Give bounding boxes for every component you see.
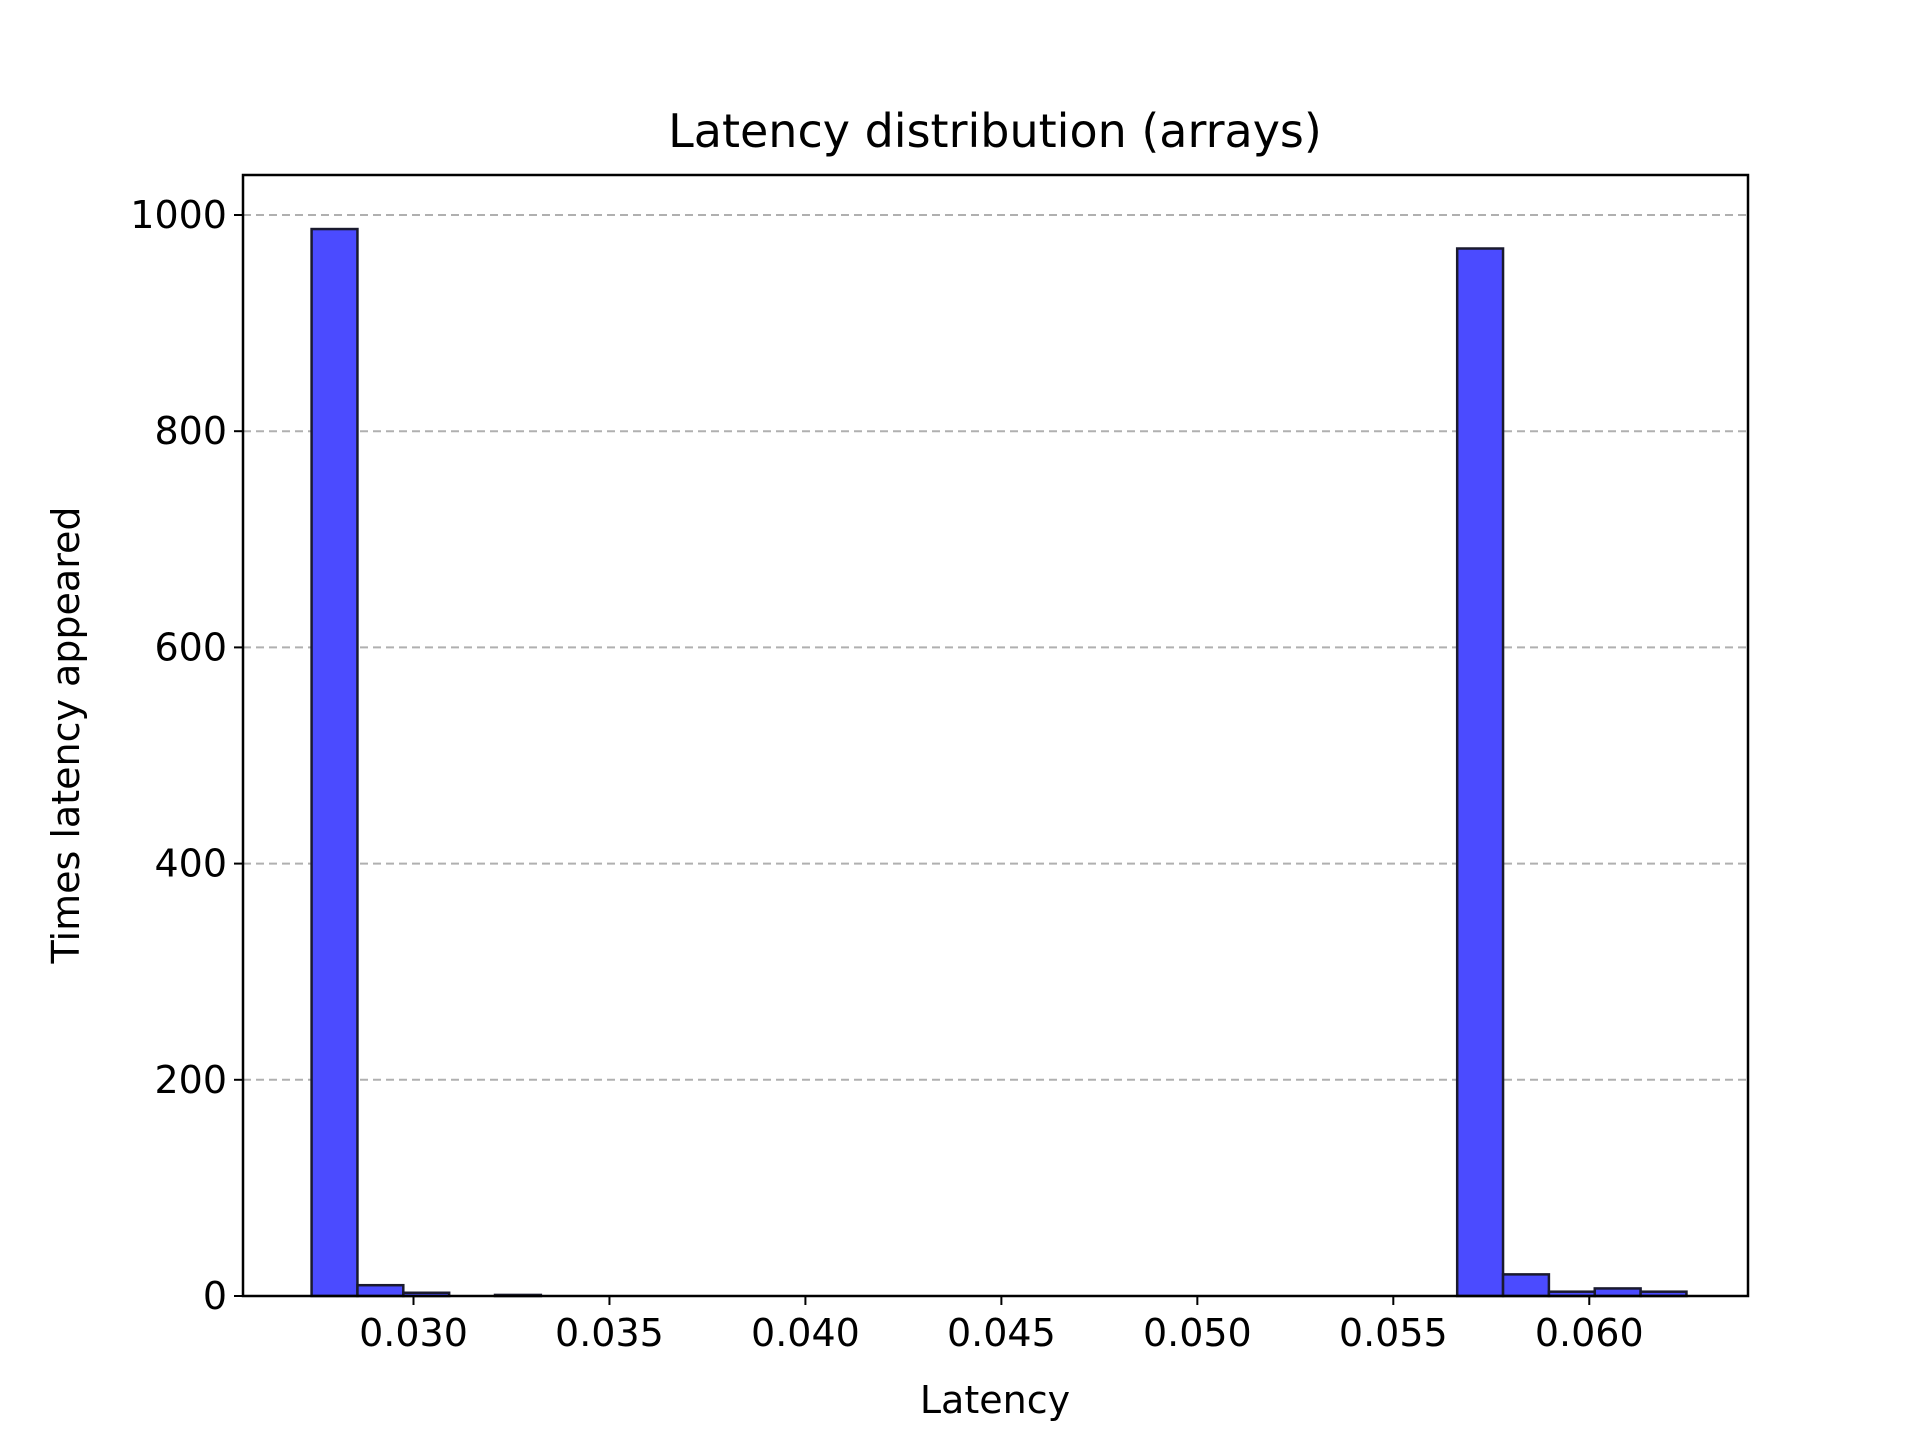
chart-title: Latency distribution (arrays) bbox=[668, 104, 1322, 158]
x-tick-label: 0.035 bbox=[555, 1311, 664, 1355]
histogram-bar bbox=[1455, 247, 1505, 1298]
y-tick-label: 200 bbox=[154, 1058, 227, 1102]
y-axis-label: Times latency appeared bbox=[44, 506, 88, 964]
x-axis-ticks: 0.030 0.035 0.040 0.045 0.050 0.055 0.060 bbox=[359, 1296, 1644, 1355]
y-tick-label: 400 bbox=[154, 842, 227, 886]
x-tick-label: 0.045 bbox=[947, 1311, 1056, 1355]
histogram-bar bbox=[356, 1283, 405, 1298]
x-tick-label: 0.050 bbox=[1143, 1311, 1252, 1355]
histogram-bar bbox=[310, 227, 359, 1298]
histogram-bar bbox=[1501, 1273, 1551, 1298]
y-axis-ticks: 0 200 400 600 800 1000 bbox=[130, 193, 243, 1318]
plot-area-frame bbox=[241, 173, 1750, 1298]
x-tick-label: 0.055 bbox=[1339, 1311, 1448, 1355]
y-tick-label: 800 bbox=[154, 409, 227, 453]
y-tick-label: 0 bbox=[203, 1274, 227, 1318]
y-tick-label: 600 bbox=[154, 625, 227, 669]
x-tick-label: 0.060 bbox=[1535, 1311, 1644, 1355]
x-tick-label: 0.030 bbox=[359, 1311, 468, 1355]
y-tick-label: 1000 bbox=[130, 193, 227, 237]
x-axis-label: Latency bbox=[920, 1378, 1070, 1422]
x-tick-label: 0.040 bbox=[751, 1311, 860, 1355]
